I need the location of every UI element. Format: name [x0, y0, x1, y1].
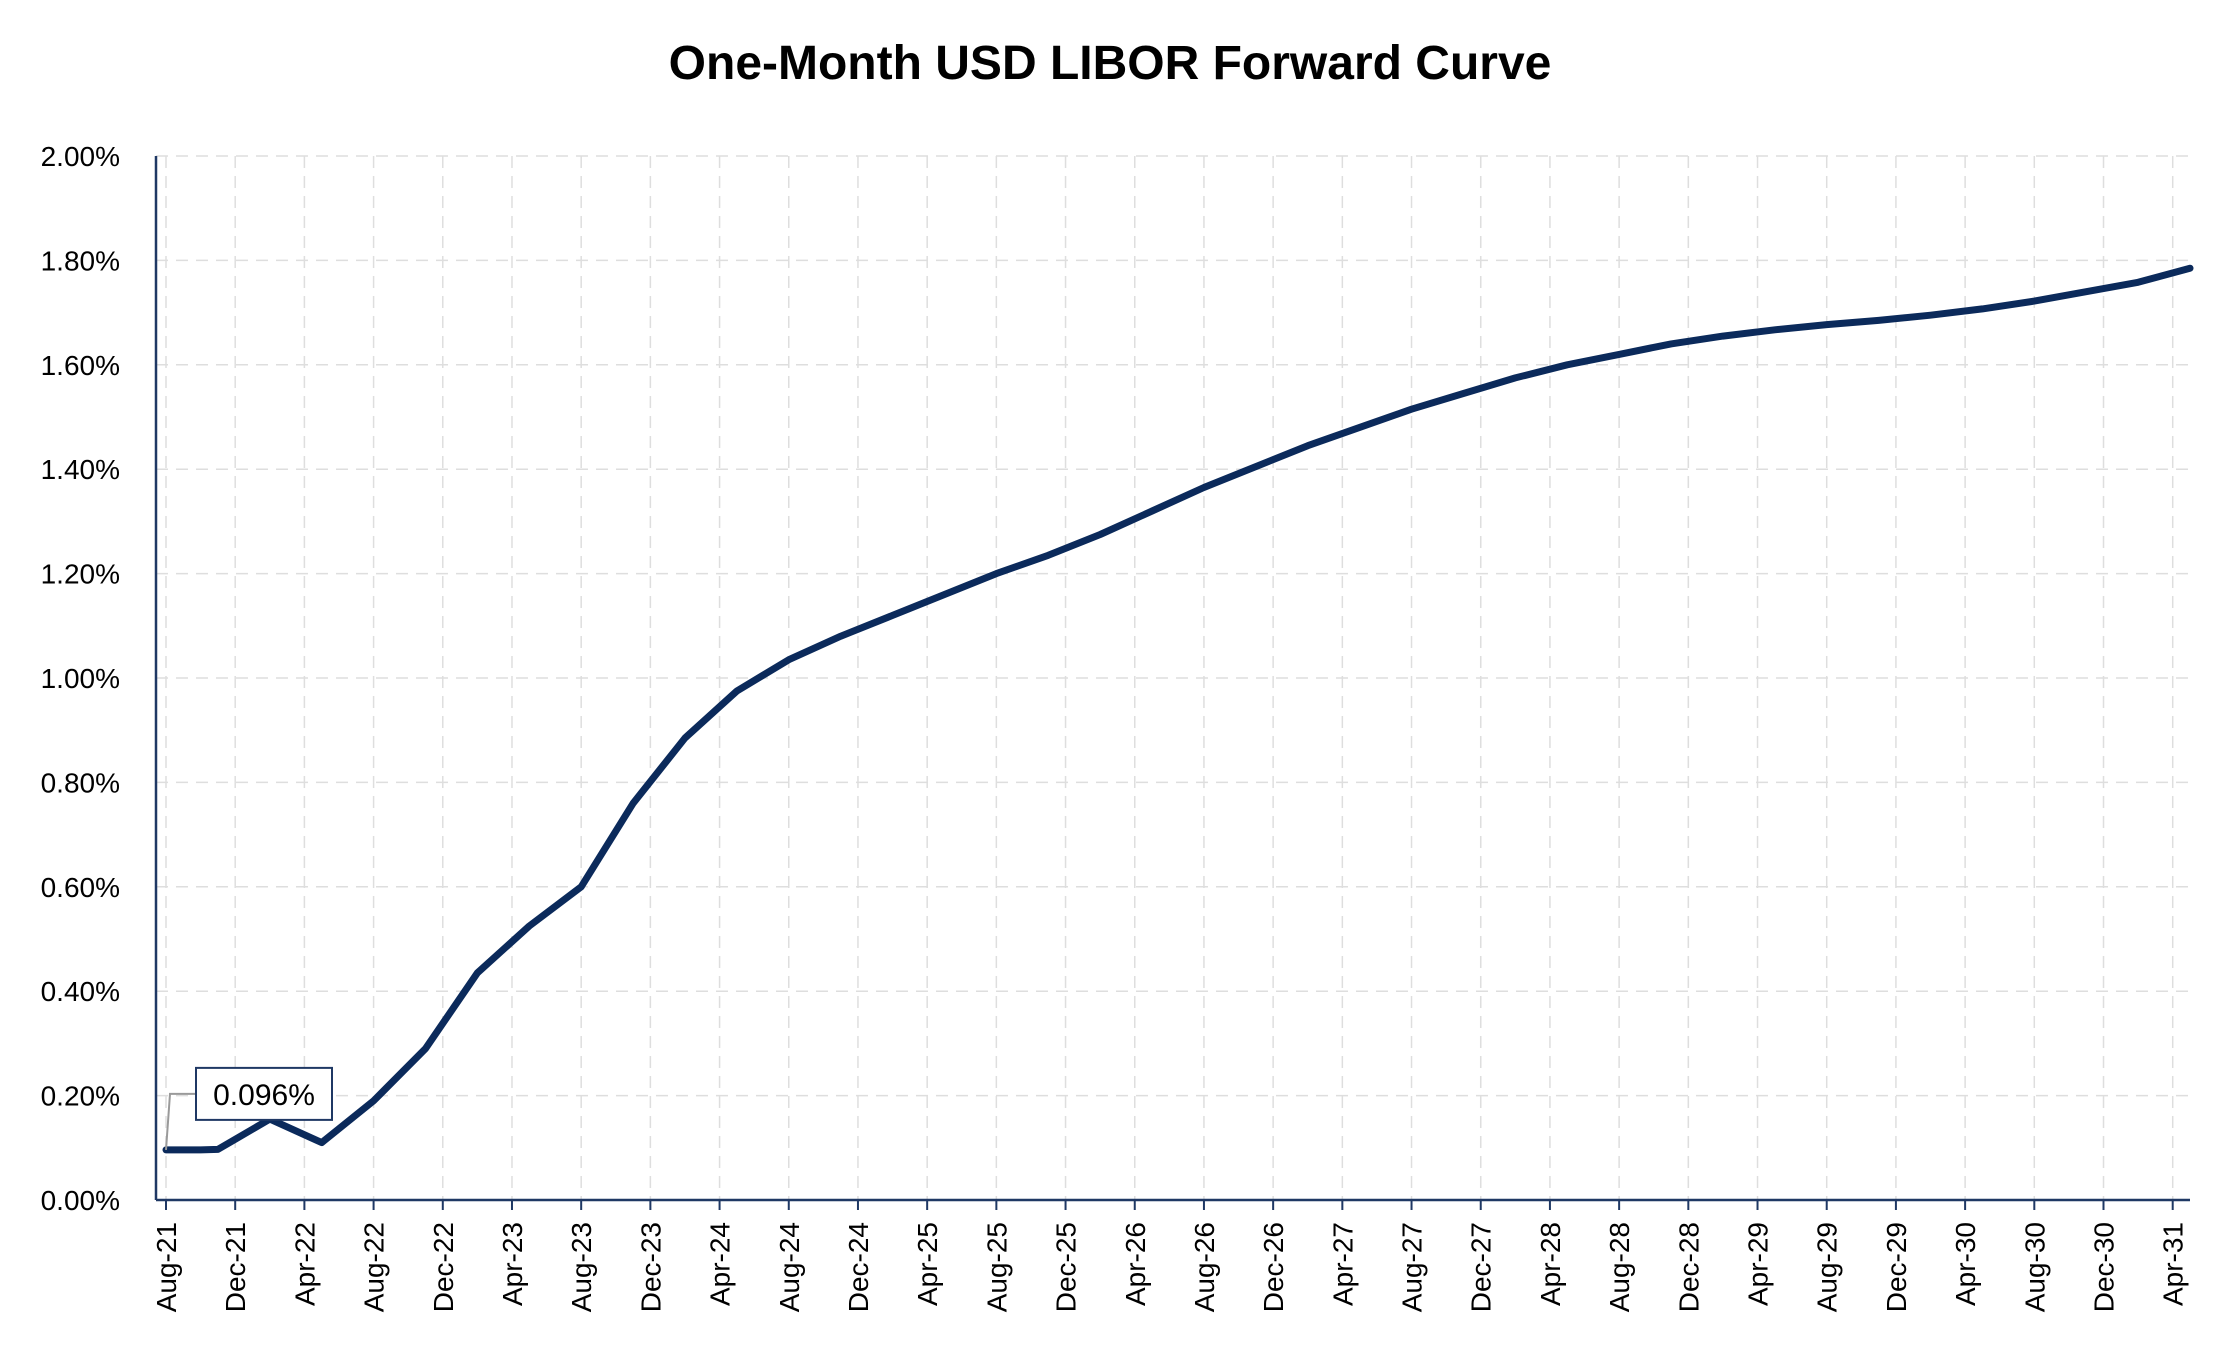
y-tick-label: 1.60% — [41, 350, 120, 381]
data-point — [1515, 377, 1516, 378]
x-tick-label: Dec-23 — [635, 1222, 666, 1312]
data-point — [892, 615, 893, 616]
x-tick-label: Aug-25 — [981, 1222, 1012, 1312]
callout-leader-line — [165, 1092, 196, 1150]
data-point — [1774, 329, 1775, 330]
data-point — [529, 925, 530, 926]
y-tick-label: 2.00% — [41, 141, 120, 172]
data-point — [1567, 364, 1568, 365]
data-point — [2190, 268, 2191, 269]
data-label: 0.096% — [213, 1079, 315, 1112]
x-tick-label: Apr-29 — [1743, 1222, 1774, 1306]
chart-title: One-Month USD LIBOR Forward Curve — [668, 37, 1552, 90]
callout-box — [195, 1066, 333, 1121]
y-tick-label: 0.20% — [41, 1081, 120, 1112]
y-tick-label: 1.00% — [41, 663, 120, 694]
data-point — [1826, 324, 1827, 325]
data-point — [581, 886, 582, 887]
x-tick-label: Dec-21 — [220, 1222, 251, 1312]
x-tick-label: Dec-24 — [843, 1222, 874, 1312]
y-tick-label: 1.40% — [41, 454, 120, 485]
y-tick-label: 0.60% — [41, 872, 120, 903]
data-point — [373, 1100, 374, 1101]
data-point — [321, 1142, 322, 1143]
x-tick-label: Aug-29 — [1812, 1222, 1843, 1312]
x-tick-label: Aug-22 — [359, 1222, 390, 1312]
data-point — [425, 1048, 426, 1049]
x-tick-label: Apr-22 — [289, 1222, 320, 1306]
x-tick-label: Apr-24 — [705, 1222, 736, 1306]
data-point — [1359, 427, 1360, 428]
x-tick-label: Apr-26 — [1120, 1222, 1151, 1306]
x-tick-label: Dec-30 — [2089, 1222, 2120, 1312]
data-point — [684, 738, 685, 739]
x-tick-label: Dec-27 — [1466, 1222, 1497, 1312]
x-tick-label: Aug-30 — [2019, 1222, 2050, 1312]
data-point — [1411, 409, 1412, 410]
data-point — [200, 1149, 201, 1150]
data-point — [1255, 466, 1256, 467]
annotations: 0.096% — [165, 1066, 333, 1150]
x-tick-label: Apr-23 — [497, 1222, 528, 1306]
gridlines — [156, 155, 2190, 1200]
x-tick-label: Dec-26 — [1258, 1222, 1289, 1312]
y-tick-label: 0.00% — [41, 1185, 120, 1216]
x-tick-label: Apr-27 — [1327, 1222, 1358, 1306]
y-tick-label: 0.80% — [41, 767, 120, 798]
data-point — [1982, 308, 1983, 309]
data-point — [1152, 510, 1153, 511]
data-point — [1203, 487, 1204, 488]
axes — [154, 156, 2190, 1210]
data-point — [1307, 445, 1308, 446]
x-tick-label: Aug-28 — [1604, 1222, 1635, 1312]
series-line-libor — [162, 264, 2194, 1154]
x-axis-tick-labels: Aug-21 Dec-21 Apr-22 Aug-22 Dec-22 Apr-23 Aug-… — [151, 1222, 2189, 1312]
x-tick-label: Aug-24 — [774, 1222, 805, 1312]
y-tick-label: 0.40% — [41, 976, 120, 1007]
y-tick-label: 1.80% — [41, 245, 120, 276]
y-tick-label: 1.20% — [41, 559, 120, 590]
data-point — [2086, 291, 2087, 292]
data-point — [633, 803, 634, 804]
data-point — [1463, 393, 1464, 394]
data-point — [2138, 282, 2139, 283]
data-point — [1671, 343, 1672, 344]
x-tick-label: Apr-31 — [2158, 1222, 2189, 1306]
data-point — [944, 594, 945, 595]
data-point — [2034, 301, 2035, 302]
x-tick-label: Aug-26 — [1189, 1222, 1220, 1312]
x-tick-label: Apr-30 — [1950, 1222, 1981, 1306]
x-tick-label: Dec-28 — [1673, 1222, 1704, 1312]
data-point — [1722, 336, 1723, 337]
data-point — [996, 573, 997, 574]
x-tick-label: Dec-22 — [428, 1222, 459, 1312]
x-tick-label: Aug-21 — [151, 1222, 182, 1312]
x-tick-label: Aug-23 — [566, 1222, 597, 1312]
data-point — [1100, 534, 1101, 535]
data-point — [840, 636, 841, 637]
data-point — [788, 659, 789, 660]
series-layer — [162, 264, 2194, 1154]
x-tick-label: Dec-29 — [1881, 1222, 1912, 1312]
data-point — [1048, 555, 1049, 556]
data-point — [1878, 320, 1879, 321]
data-point — [736, 691, 737, 692]
data-point — [1930, 315, 1931, 316]
x-tick-label: Aug-27 — [1397, 1222, 1428, 1312]
data-point — [217, 1149, 218, 1150]
x-tick-label: Dec-25 — [1051, 1222, 1082, 1312]
x-tick-label: Apr-28 — [1535, 1222, 1566, 1306]
data-point — [1619, 354, 1620, 355]
y-axis-tick-labels: 0.00% 0.20% 0.40% 0.60% 0.80% 1.00% 1.20% 1.40%… — [41, 141, 120, 1216]
data-point — [477, 972, 478, 973]
x-tick-label: Apr-25 — [912, 1222, 943, 1306]
